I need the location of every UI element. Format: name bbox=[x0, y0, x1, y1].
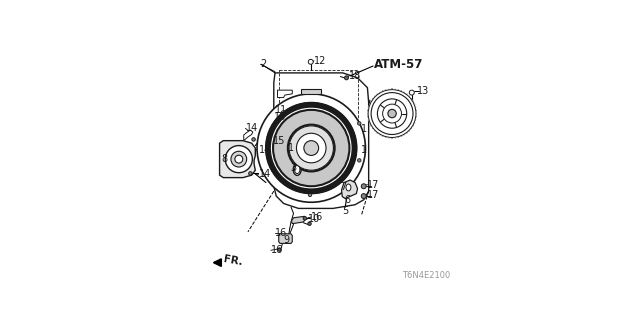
Text: T6N4E2100: T6N4E2100 bbox=[402, 271, 450, 280]
Ellipse shape bbox=[346, 184, 351, 191]
Text: 10: 10 bbox=[308, 214, 320, 224]
Text: 4: 4 bbox=[384, 127, 390, 137]
Circle shape bbox=[358, 122, 361, 125]
Circle shape bbox=[358, 159, 361, 162]
Ellipse shape bbox=[294, 165, 300, 173]
Circle shape bbox=[231, 151, 246, 167]
Polygon shape bbox=[274, 73, 369, 208]
Circle shape bbox=[288, 124, 335, 172]
Circle shape bbox=[367, 89, 417, 138]
Text: 6: 6 bbox=[344, 195, 350, 205]
Circle shape bbox=[266, 102, 357, 194]
Circle shape bbox=[273, 110, 349, 186]
Circle shape bbox=[308, 59, 313, 64]
Polygon shape bbox=[278, 90, 292, 98]
Polygon shape bbox=[220, 141, 255, 178]
Polygon shape bbox=[292, 216, 305, 224]
Text: 17: 17 bbox=[367, 190, 380, 200]
Circle shape bbox=[378, 99, 407, 128]
Text: 8: 8 bbox=[221, 154, 228, 164]
Polygon shape bbox=[244, 130, 253, 141]
Text: 14: 14 bbox=[259, 169, 271, 180]
Circle shape bbox=[257, 94, 365, 202]
Text: ATM-57: ATM-57 bbox=[374, 58, 423, 71]
Circle shape bbox=[304, 141, 319, 156]
Text: 12: 12 bbox=[314, 56, 326, 66]
Circle shape bbox=[289, 126, 333, 170]
Circle shape bbox=[296, 133, 326, 163]
Text: 1: 1 bbox=[288, 143, 294, 153]
Text: 16: 16 bbox=[275, 228, 287, 238]
Text: 9: 9 bbox=[283, 235, 289, 245]
Text: 18: 18 bbox=[349, 71, 361, 81]
Polygon shape bbox=[301, 89, 321, 94]
Text: 14: 14 bbox=[259, 145, 271, 155]
Text: 2: 2 bbox=[260, 59, 267, 69]
Ellipse shape bbox=[293, 164, 301, 175]
Text: 11: 11 bbox=[275, 105, 287, 115]
Polygon shape bbox=[342, 180, 358, 198]
Circle shape bbox=[235, 155, 243, 163]
Text: FR.: FR. bbox=[223, 254, 244, 267]
Polygon shape bbox=[279, 234, 292, 244]
Circle shape bbox=[344, 76, 348, 80]
Text: 7: 7 bbox=[340, 182, 347, 192]
Circle shape bbox=[383, 104, 401, 123]
Circle shape bbox=[308, 222, 311, 225]
Circle shape bbox=[371, 92, 413, 134]
Text: 5: 5 bbox=[342, 206, 348, 216]
Circle shape bbox=[278, 248, 281, 251]
Circle shape bbox=[388, 109, 396, 118]
Text: 3: 3 bbox=[291, 163, 297, 173]
Circle shape bbox=[225, 146, 252, 173]
Circle shape bbox=[308, 193, 312, 196]
Text: 15: 15 bbox=[275, 112, 287, 122]
Circle shape bbox=[361, 184, 366, 189]
Text: 14: 14 bbox=[246, 123, 258, 133]
Text: 16: 16 bbox=[271, 245, 283, 255]
Circle shape bbox=[410, 90, 414, 95]
Circle shape bbox=[303, 217, 307, 220]
Text: 16: 16 bbox=[311, 212, 323, 222]
Text: 1: 1 bbox=[360, 145, 367, 155]
Text: 13: 13 bbox=[417, 86, 429, 96]
Circle shape bbox=[252, 138, 255, 141]
Circle shape bbox=[249, 172, 252, 175]
Text: 1: 1 bbox=[360, 124, 367, 134]
Circle shape bbox=[281, 111, 285, 115]
Text: 17: 17 bbox=[367, 180, 380, 189]
Text: 15: 15 bbox=[273, 136, 285, 146]
Circle shape bbox=[361, 194, 366, 198]
